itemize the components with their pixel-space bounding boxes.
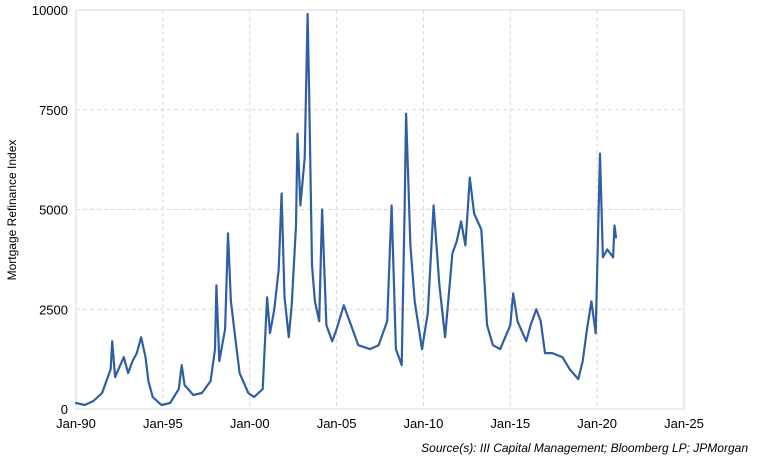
y-tick-label: 0 <box>61 402 68 417</box>
y-tick-label: 5000 <box>39 203 68 218</box>
refinance-index-line <box>74 12 618 407</box>
x-axis-ticks: Jan-90 Jan-95 Jan-00 Jan-05 Jan-10 Jan-15 Jan-… <box>56 416 704 431</box>
x-tick-label: Jan-20 <box>577 416 617 431</box>
y-tick-label: 2500 <box>39 302 68 317</box>
y-tick-label: 7500 <box>39 103 68 118</box>
x-tick-label: Jan-15 <box>490 416 530 431</box>
x-tick-label: Jan-95 <box>143 416 183 431</box>
plot-area-border <box>75 9 685 410</box>
y-axis-ticks: 0 2500 5000 7500 10000 <box>32 3 68 417</box>
gridlines <box>76 10 684 409</box>
x-tick-label: Jan-00 <box>230 416 270 431</box>
y-tick-label: 10000 <box>32 3 68 18</box>
x-tick-label: Jan-25 <box>664 416 704 431</box>
x-tick-label: Jan-10 <box>404 416 444 431</box>
source-note: Source(s): III Capital Management; Bloom… <box>421 441 748 455</box>
y-axis-title: Mortgage Refinance Index <box>5 140 19 281</box>
x-tick-label: Jan-05 <box>317 416 357 431</box>
x-tick-label: Jan-90 <box>56 416 96 431</box>
